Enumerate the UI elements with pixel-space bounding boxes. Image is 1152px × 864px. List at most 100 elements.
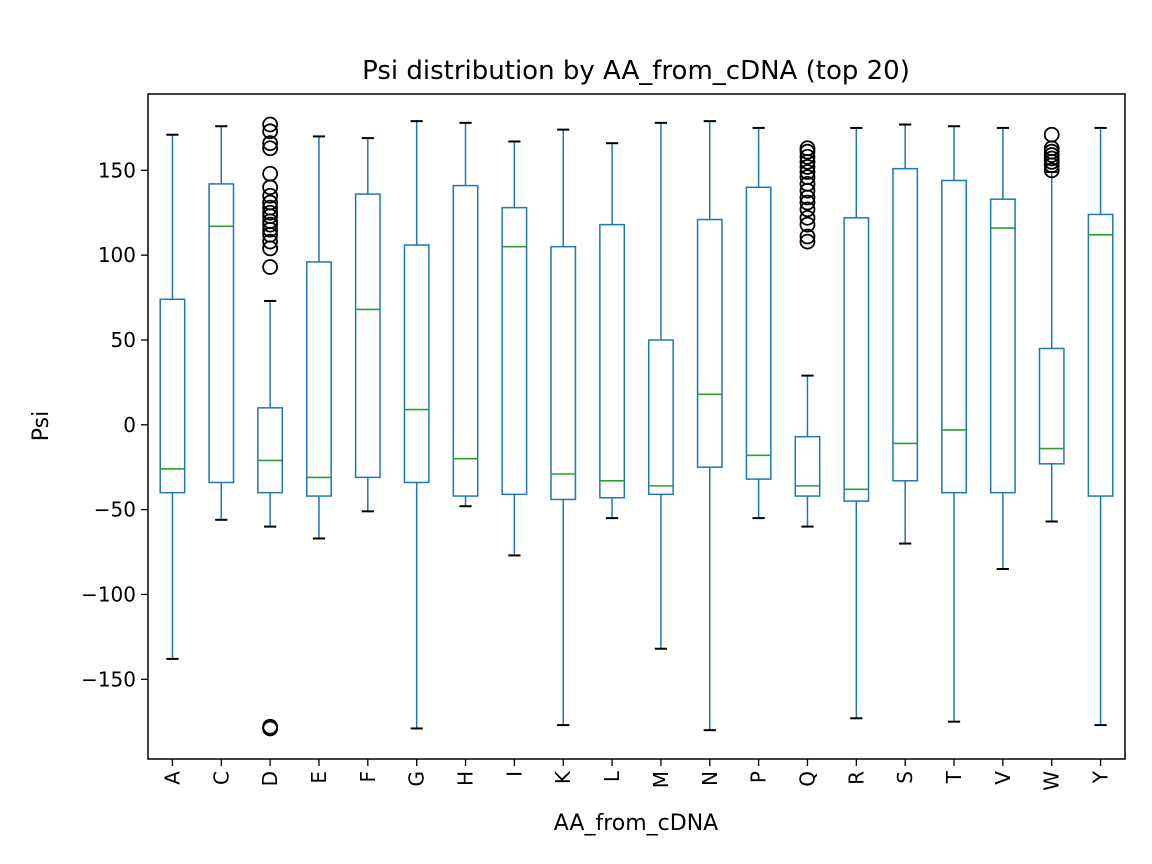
y-tick-label: 100 <box>98 243 136 267</box>
outlier-point <box>799 201 816 218</box>
box-Q <box>794 140 821 528</box>
box-T <box>941 125 967 723</box>
outlier-point <box>262 165 279 182</box>
box-S <box>892 123 919 545</box>
outlier-point <box>1043 162 1060 179</box>
x-tick-label: W <box>1040 771 1064 791</box>
x-tick-label: S <box>893 771 917 784</box>
iqr-box <box>696 218 723 468</box>
x-tick-label: E <box>307 771 331 784</box>
x-tick-label: N <box>698 771 722 786</box>
x-tick-label: K <box>551 770 575 784</box>
x-tick-label: F <box>356 771 380 783</box>
chart-title: Psi distribution by AA_from_cDNA (top 20… <box>362 56 910 86</box>
iqr-box <box>354 193 381 479</box>
outlier-point <box>799 164 816 180</box>
y-tick-label: 0 <box>123 413 136 437</box>
plot-frame <box>147 93 1126 760</box>
iqr-box <box>306 261 332 497</box>
iqr-box <box>843 217 870 502</box>
x-tick-label: Y <box>1089 770 1113 784</box>
outlier-point <box>262 135 279 152</box>
outlier-point <box>262 140 279 157</box>
plot-area <box>159 116 1114 737</box>
box-K <box>550 128 577 727</box>
outlier-point <box>262 259 279 275</box>
x-tick-label: H <box>454 771 478 786</box>
box-I <box>501 140 528 557</box>
y-tick-label: −50 <box>94 498 136 522</box>
y-tick-label: −150 <box>81 667 136 691</box>
iqr-box <box>159 298 186 494</box>
box-R <box>843 126 870 720</box>
x-tick-label: L <box>600 770 624 782</box>
iqr-box <box>1087 213 1114 497</box>
box-P <box>745 126 772 520</box>
y-tick-label: 150 <box>98 158 136 182</box>
outlier-point <box>262 204 279 221</box>
box-A <box>159 133 186 660</box>
y-tick-label: −100 <box>81 582 136 606</box>
box-F <box>354 137 381 513</box>
x-axis-label: AA_from_cDNA <box>554 811 718 836</box>
iqr-box <box>794 435 821 497</box>
box-G <box>403 120 430 730</box>
iqr-box <box>647 339 674 496</box>
x-tick-label: A <box>160 771 184 785</box>
iqr-box <box>501 206 528 496</box>
x-tick-label: R <box>844 771 868 785</box>
outlier-point <box>799 216 816 233</box>
box-Y <box>1087 126 1114 727</box>
x-tick-label: Q <box>795 771 819 787</box>
box-C <box>208 125 235 521</box>
box-N <box>696 120 723 732</box>
iqr-box <box>892 167 919 482</box>
outlier-point <box>799 148 816 165</box>
y-axis: 150 100 50 0 −50 −100 −150 <box>81 158 148 691</box>
iqr-box <box>257 407 284 494</box>
x-tick-label: I <box>502 771 526 777</box>
outlier-point <box>799 209 816 226</box>
x-tick-label: P <box>747 771 771 783</box>
x-tick-label: G <box>405 771 429 787</box>
outlier-point <box>1043 126 1060 143</box>
outlier-point <box>262 187 279 204</box>
outlier-point <box>799 176 816 192</box>
x-tick-label: D <box>258 771 282 786</box>
y-axis-label: Psi <box>29 411 54 441</box>
iqr-box <box>599 223 626 499</box>
x-tick-label: V <box>991 771 1015 785</box>
box-E <box>306 135 332 540</box>
x-tick-label: T <box>942 770 966 784</box>
outlier-point <box>262 720 279 737</box>
box-L <box>599 142 626 520</box>
x-tick-label: C <box>209 771 233 785</box>
iqr-box <box>403 244 430 484</box>
x-tick-label: M <box>649 771 673 788</box>
iqr-box <box>452 184 479 497</box>
outlier-point <box>262 116 279 133</box>
outlier-point <box>262 179 279 196</box>
outlier-point <box>262 123 279 140</box>
outlier-point <box>799 194 816 211</box>
iqr-box <box>1038 347 1065 465</box>
outlier-point <box>799 159 816 175</box>
outlier-point <box>799 233 816 250</box>
box-H <box>452 121 479 508</box>
iqr-box <box>550 245 577 501</box>
iqr-box <box>941 179 967 494</box>
box-M <box>647 121 674 650</box>
iqr-box <box>989 198 1016 494</box>
box-D <box>257 116 284 737</box>
outlier-point <box>262 233 279 250</box>
iqr-box <box>745 186 772 480</box>
iqr-box <box>208 183 235 484</box>
box-W <box>1038 126 1065 523</box>
outlier-point <box>799 140 816 157</box>
outlier-point <box>799 228 816 245</box>
y-tick-label: 50 <box>111 328 136 352</box>
outlier-point <box>799 169 816 186</box>
box-V <box>989 126 1016 570</box>
